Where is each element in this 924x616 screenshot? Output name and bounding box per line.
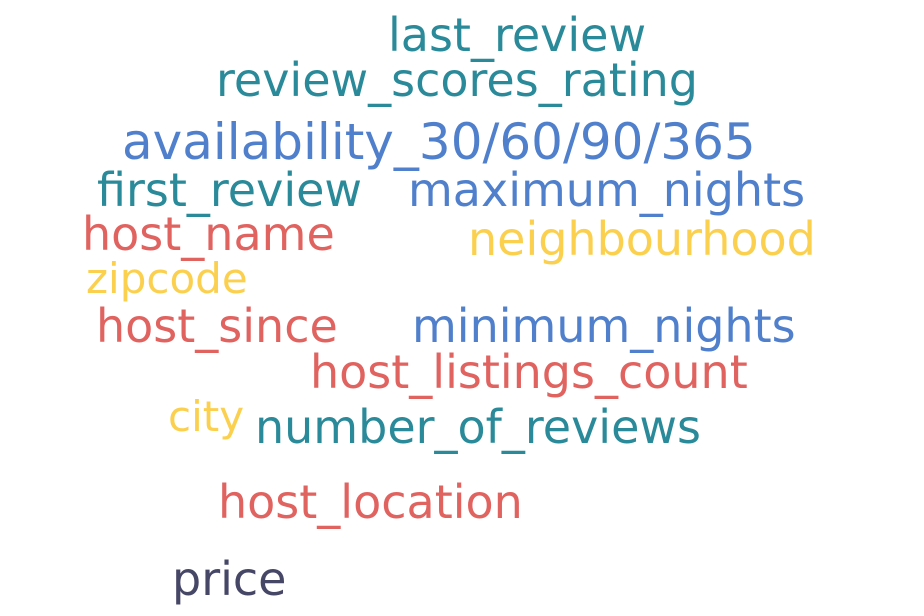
word-city: city <box>168 392 245 441</box>
word-number-of-reviews: number_of_reviews <box>255 400 701 454</box>
word-first-review: first_review <box>97 163 363 217</box>
word-price: price <box>172 552 287 606</box>
word-review-scores-rating: review_scores_rating <box>216 53 698 107</box>
word-zipcode: zipcode <box>86 254 248 303</box>
word-host-listings-count: host_listings_count <box>310 345 748 399</box>
word-maximum-nights: maximum_nights <box>408 163 806 217</box>
word-host-since: host_since <box>96 299 338 353</box>
word-last-review: last_review <box>388 8 647 62</box>
word-host-name: host_name <box>82 207 335 261</box>
word-neighbourhood: neighbourhood <box>468 212 816 266</box>
word-availability: availability_30/60/90/365 <box>122 113 756 171</box>
word-host-location: host_location <box>218 475 523 529</box>
word-minimum-nights: minimum_nights <box>412 299 796 353</box>
